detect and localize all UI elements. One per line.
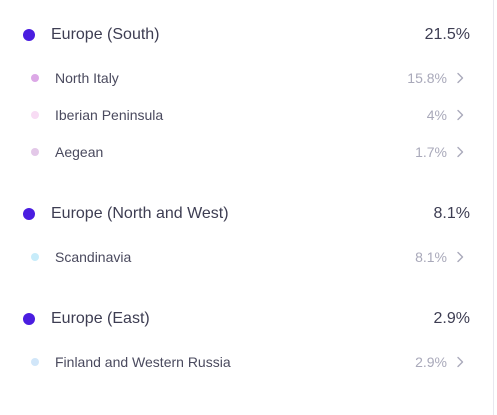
chevron-right-icon[interactable]: [454, 249, 466, 265]
subregion-dot-icon: [31, 111, 39, 119]
region-percentage: 8.1%: [433, 205, 470, 222]
list-item-scandinavia[interactable]: Scandinavia 8.1%: [0, 243, 494, 271]
chevron-right-icon[interactable]: [454, 354, 466, 370]
region-name: Europe (East): [51, 310, 150, 327]
chevron-right-icon[interactable]: [454, 70, 466, 86]
region-name: Europe (South): [51, 26, 160, 43]
chevron-right-icon[interactable]: [454, 144, 466, 160]
region-dot-icon: [23, 29, 35, 41]
subregion-name: Aegean: [55, 144, 104, 160]
subregion-dot-icon: [31, 253, 39, 261]
region-percentage: 21.5%: [424, 26, 470, 43]
subregion-percentage: 2.9%: [415, 354, 447, 370]
region-dot-icon: [23, 313, 35, 325]
subregion-dot-icon: [31, 358, 39, 366]
subregion-name: Scandinavia: [55, 249, 132, 265]
region-row-europe-north-west: Europe (North and West) 8.1%: [0, 199, 494, 229]
subregion-name: Iberian Peninsula: [55, 107, 164, 123]
list-item-north-italy[interactable]: North Italy 15.8%: [0, 64, 494, 92]
subregion-name: Finland and Western Russia: [55, 354, 231, 370]
subregion-percentage: 4%: [426, 107, 447, 123]
subregion-name: North Italy: [55, 70, 119, 86]
subregion-percentage: 8.1%: [415, 249, 447, 265]
list-item-iberian-peninsula[interactable]: Iberian Peninsula 4%: [0, 101, 494, 129]
list-item-finland-western-russia[interactable]: Finland and Western Russia 2.9%: [0, 348, 494, 376]
region-dot-icon: [23, 208, 35, 220]
subregion-percentage: 1.7%: [415, 144, 447, 160]
chevron-right-icon[interactable]: [454, 107, 466, 123]
region-name: Europe (North and West): [51, 205, 229, 222]
list-item-aegean[interactable]: Aegean 1.7%: [0, 138, 494, 166]
region-row-europe-south: Europe (South) 21.5%: [0, 20, 494, 50]
subregion-percentage: 15.8%: [407, 70, 447, 86]
subregion-dot-icon: [31, 74, 39, 82]
region-percentage: 2.9%: [433, 310, 470, 327]
subregion-dot-icon: [31, 148, 39, 156]
region-row-europe-east: Europe (East) 2.9%: [0, 304, 494, 334]
